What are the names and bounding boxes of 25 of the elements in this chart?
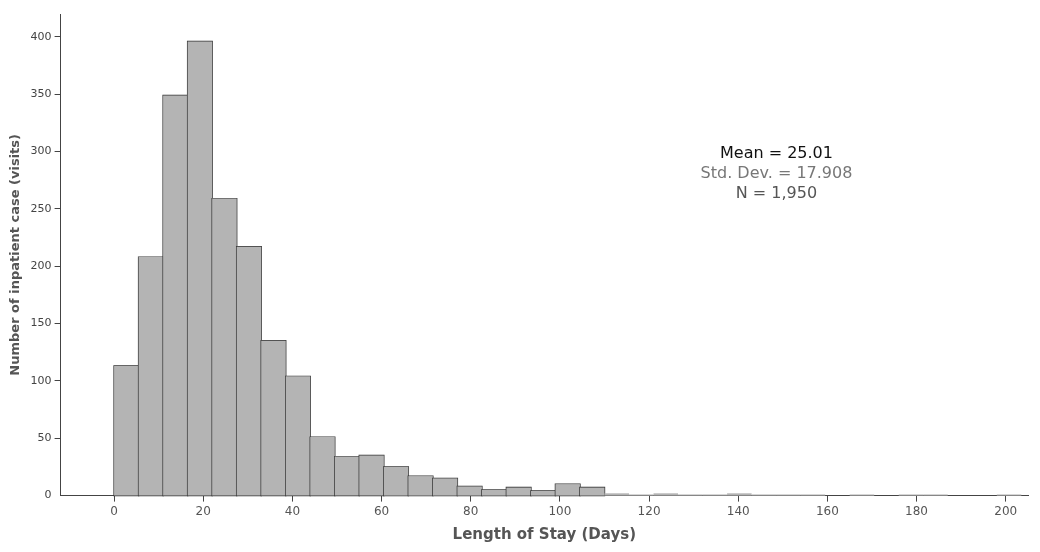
annotation: Std. Dev. = 17.908 [700, 163, 853, 183]
x-tick-label: 140 [726, 503, 750, 518]
y-tick-label: 300 [30, 144, 52, 158]
x-tick-label: 0 [110, 503, 118, 518]
annotation: N = 1,950 [735, 183, 818, 203]
x-tick-label: 80 [463, 503, 479, 518]
x-tick-label: 120 [637, 503, 661, 518]
x-tick-label: 160 [815, 503, 839, 518]
y-tick-label: 200 [30, 259, 52, 273]
y-tick-label: 400 [30, 29, 52, 43]
x-tick-label: 40 [284, 503, 301, 518]
y-tick-label: 0 [44, 488, 52, 502]
y-tick-label: 350 [30, 87, 52, 101]
x-tick-label: 200 [994, 503, 1018, 518]
y-tick-label: 250 [30, 201, 52, 215]
annotation: Mean = 25.01 [719, 143, 833, 163]
y-tick-label: 150 [30, 316, 52, 330]
x-tick-label: 180 [905, 503, 928, 518]
x-tick-label: 20 [195, 503, 211, 518]
x-axis-title: Length of Stay (Days) [452, 524, 637, 543]
y-tick-label: 50 [37, 431, 52, 445]
x-tick-label: 100 [548, 503, 572, 518]
y-axis-title: Number of inpatient case (visits) [7, 133, 23, 376]
x-tick-label: 60 [373, 503, 390, 518]
y-tick-label: 100 [30, 373, 52, 387]
